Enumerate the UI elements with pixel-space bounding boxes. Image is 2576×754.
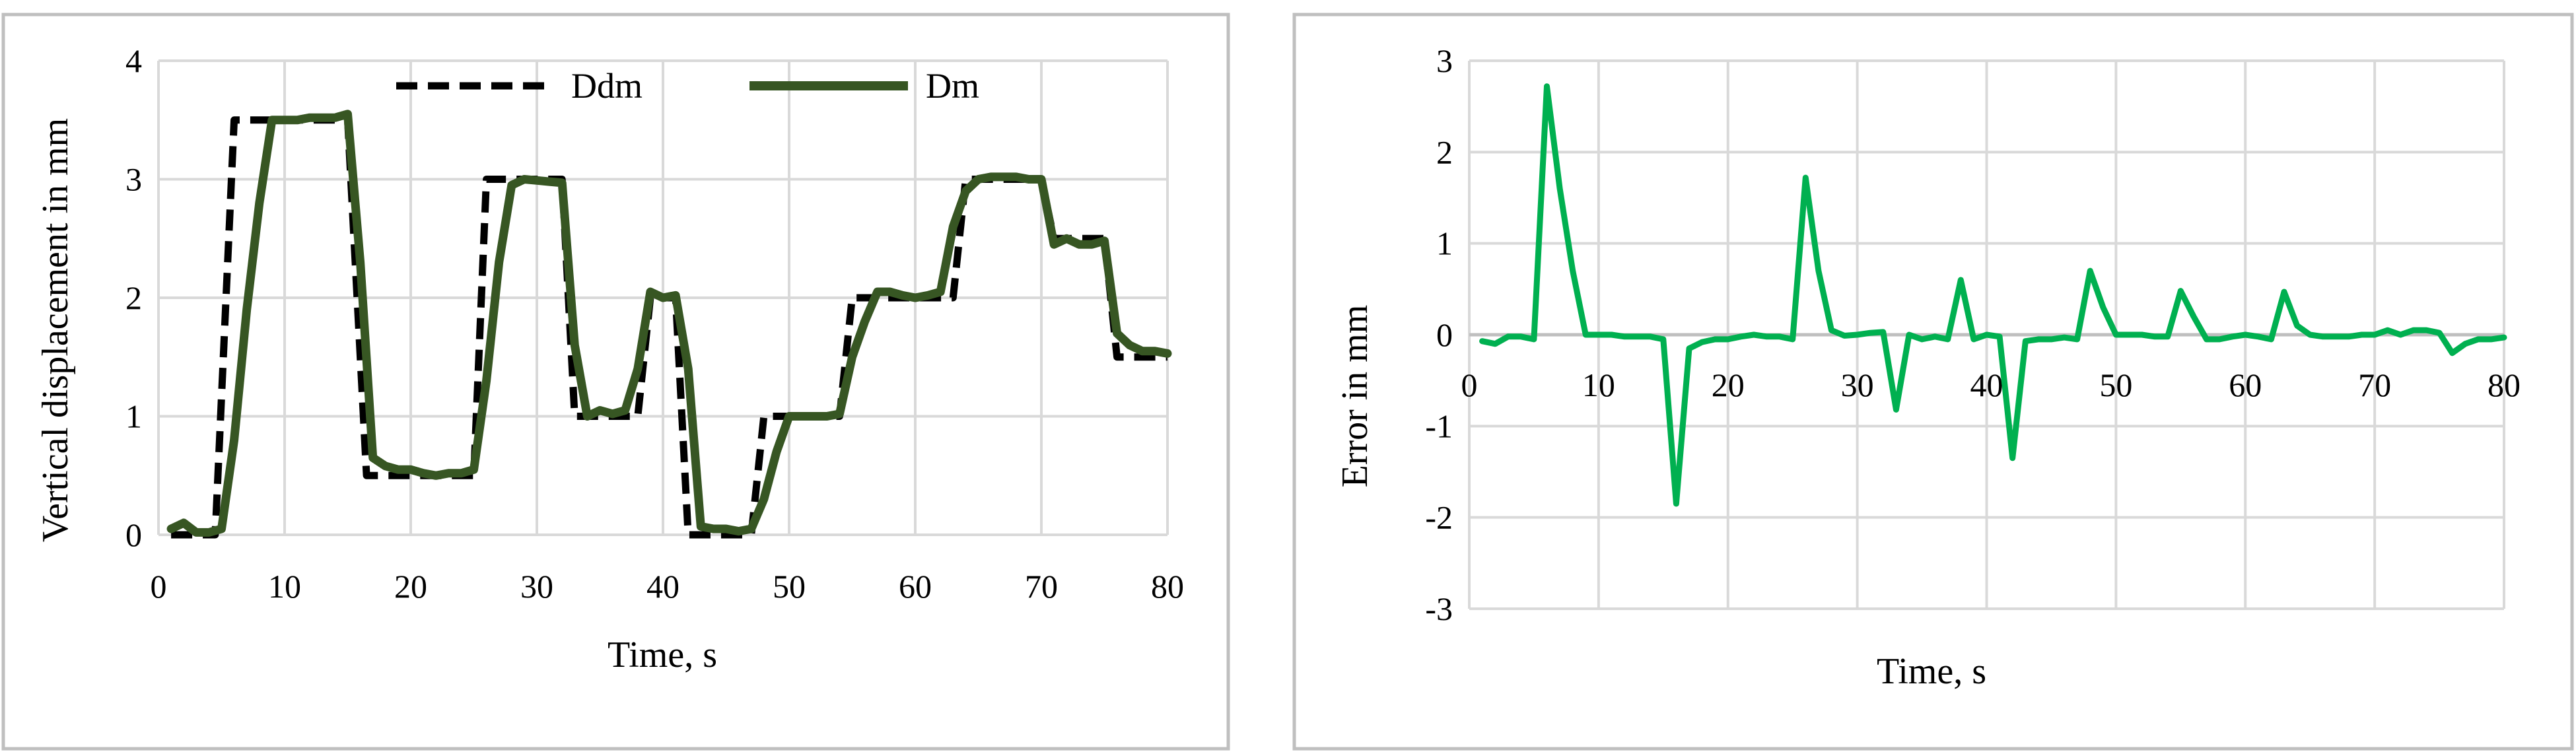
right-y-axis-title: Error in mm xyxy=(1335,305,1375,488)
right-series-error-line xyxy=(1479,83,2507,507)
right-x-tick-label: 60 xyxy=(2229,366,2262,403)
right-y-tick-label: -3 xyxy=(1425,590,1453,627)
left-y-tick-label: 3 xyxy=(125,161,142,198)
right-x-tick-label: 50 xyxy=(2099,366,2132,403)
left-y-axis-title: Vertical displacement in mm xyxy=(35,118,76,542)
legend: Ddm Dm xyxy=(396,66,979,106)
left-series-dm-line xyxy=(166,110,1172,537)
right-x-tick-label: 0 xyxy=(1461,366,1478,403)
left-chart-frame xyxy=(1,13,1230,751)
left-y-tick-label: 4 xyxy=(125,42,142,79)
right-x-tick-label: 70 xyxy=(2358,366,2391,403)
right-x-tick-label: 10 xyxy=(1582,366,1615,403)
right-chart-frame xyxy=(1292,13,2574,751)
right-y-tick-label: 1 xyxy=(1436,225,1453,262)
left-x-tick-label: 50 xyxy=(773,568,806,605)
right-x-axis-title: Time, s xyxy=(1877,651,1986,692)
left-x-tick-label: 30 xyxy=(520,568,553,605)
left-y-tick-label: 1 xyxy=(125,398,142,435)
right-x-tick-label: 40 xyxy=(1970,366,2003,403)
left-x-tick-label: 60 xyxy=(899,568,932,605)
right-y-tick-label: 2 xyxy=(1436,133,1453,170)
left-x-tick-label: 80 xyxy=(1151,568,1184,605)
right-x-tick-label: 30 xyxy=(1841,366,1874,403)
right-series-lines xyxy=(1479,83,2507,507)
left-x-tick-label: 40 xyxy=(646,568,679,605)
left-y-tick-label: 0 xyxy=(125,516,142,553)
right-x-tick-label: 80 xyxy=(2488,366,2521,403)
right-x-tick-labels: 0 10 20 30 40 50 60 70 80 xyxy=(1461,366,2521,403)
left-x-axis-title: Time, s xyxy=(608,634,717,675)
left-x-tick-label: 0 xyxy=(151,568,167,605)
displacement-chart: 0 1 2 3 4 0 10 20 30 40 50 60 70 80 Time, s Vertical… xyxy=(1,13,1230,751)
left-y-tick-label: 2 xyxy=(125,279,142,316)
right-y-tick-labels: 3 2 1 0 -1 -2 -3 xyxy=(1425,42,1453,627)
left-x-tick-label: 20 xyxy=(394,568,427,605)
right-x-tick-label: 20 xyxy=(1712,366,1745,403)
left-y-tick-labels: 0 1 2 3 4 xyxy=(125,42,142,553)
right-y-tick-label: 3 xyxy=(1436,42,1453,79)
legend-label-dm: Dm xyxy=(926,66,979,106)
right-y-tick-label: -2 xyxy=(1425,499,1453,536)
right-y-tick-label: -1 xyxy=(1425,407,1453,444)
legend-label-ddm: Ddm xyxy=(571,66,643,106)
left-x-tick-label: 70 xyxy=(1025,568,1058,605)
left-series-lines xyxy=(166,110,1172,539)
left-x-tick-label: 10 xyxy=(268,568,301,605)
right-y-tick-label: 0 xyxy=(1436,316,1453,353)
left-x-tick-labels: 0 10 20 30 40 50 60 70 80 xyxy=(151,568,1185,605)
